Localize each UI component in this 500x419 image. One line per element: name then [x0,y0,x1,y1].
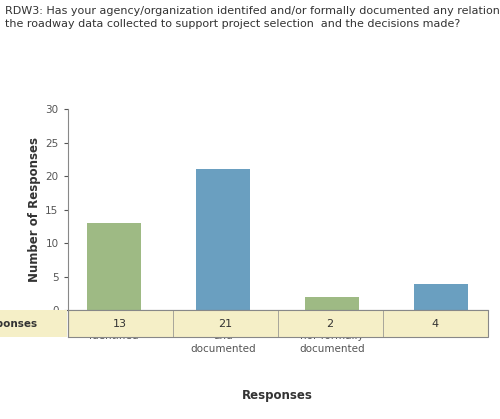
Bar [86,223,141,310]
Text: 2: 2 [326,319,334,329]
Text: 13: 13 [113,319,127,329]
Text: the roadway data collected to support project selection  and the decisions made?: the roadway data collected to support pr… [5,19,460,29]
Bar [305,297,360,310]
Bar [0,310,68,337]
Text: State Responses: State Responses [0,319,37,329]
Text: 21: 21 [218,319,232,329]
Text: RDW3: Has your agency/organization identifed and/or formally documented any rela: RDW3: Has your agency/organization ident… [5,6,500,16]
Bar [68,310,488,337]
Text: 4: 4 [432,319,438,329]
Text: Responses: Responses [242,389,313,402]
Bar [196,169,250,310]
Bar [414,284,469,310]
Y-axis label: Number of Responses: Number of Responses [28,137,41,282]
